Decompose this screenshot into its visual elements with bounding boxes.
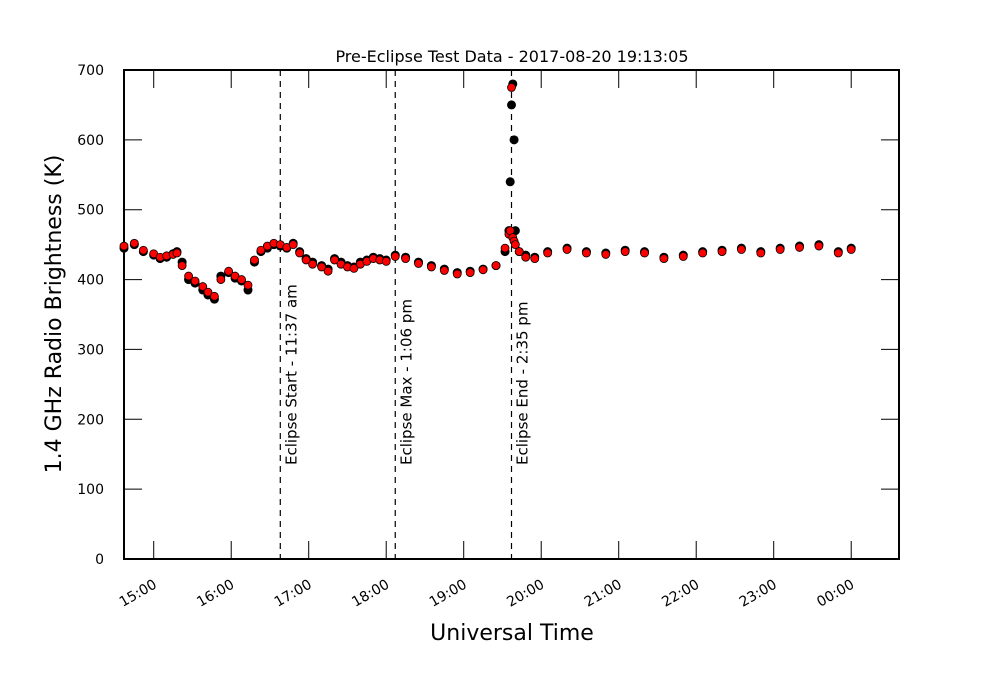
data-point-red bbox=[620, 247, 630, 257]
eclipse-label: Eclipse Start - 11:37 am bbox=[282, 284, 300, 465]
data-point-red bbox=[846, 245, 856, 254]
x-tick-label: 21:00 bbox=[582, 577, 625, 611]
x-tick-label: 19:00 bbox=[427, 577, 470, 611]
data-point-red bbox=[500, 243, 510, 253]
data-point-red bbox=[256, 245, 266, 255]
x-tick-label: 15:00 bbox=[117, 577, 160, 611]
data-point-red bbox=[172, 248, 182, 258]
data-point-red bbox=[465, 268, 475, 277]
y-tick-label: 400 bbox=[77, 273, 104, 289]
data-point-red bbox=[514, 247, 524, 257]
data-point-red bbox=[198, 282, 208, 291]
y-axis: 0 100 200 300 400 500 600 700 bbox=[77, 63, 899, 568]
y-tick-label: 600 bbox=[77, 133, 104, 149]
x-tick-label: 23:00 bbox=[737, 577, 780, 611]
y-tick-label: 500 bbox=[77, 203, 104, 219]
data-point-red bbox=[301, 255, 311, 265]
data-point-red bbox=[203, 287, 213, 297]
data-point-red bbox=[129, 238, 139, 248]
data-point-red bbox=[330, 255, 339, 265]
eclipse-label: Eclipse Max - 1:06 pm bbox=[397, 299, 415, 465]
data-point-red bbox=[190, 276, 200, 286]
data-points bbox=[119, 79, 856, 304]
data-point-red bbox=[295, 248, 305, 258]
data-point-red bbox=[833, 248, 843, 258]
data-point-red bbox=[775, 245, 785, 254]
data-point-red bbox=[184, 271, 193, 281]
data-point-red bbox=[323, 266, 333, 276]
chart-title: Pre-Eclipse Test Data - 2017-08-20 19:13… bbox=[335, 47, 688, 66]
data-point-red bbox=[678, 252, 688, 261]
data-point-red bbox=[452, 269, 462, 279]
y-axis-label: 1.4 GHz Radio Brightness (K) bbox=[42, 155, 67, 474]
y-tick-label: 100 bbox=[77, 482, 104, 498]
y-tick-label: 700 bbox=[77, 63, 104, 79]
data-point-red bbox=[737, 245, 746, 254]
x-axis: 15:00 16:00 17:00 18:00 19:00 20:00 21:00 22:00… bbox=[117, 70, 857, 611]
x-tick-label: 16:00 bbox=[194, 577, 237, 611]
data-point-red bbox=[401, 254, 410, 264]
x-tick-label: 00:00 bbox=[814, 577, 857, 611]
data-point-red bbox=[640, 248, 649, 258]
data-point-red bbox=[317, 262, 327, 272]
data-point-red bbox=[308, 259, 317, 269]
data-point-red bbox=[439, 266, 449, 275]
x-tick-label: 22:00 bbox=[659, 577, 702, 611]
data-point-red bbox=[601, 250, 611, 259]
data-point-red bbox=[177, 261, 187, 271]
data-point-red bbox=[507, 83, 516, 92]
data-point-red bbox=[216, 275, 226, 284]
data-point-red bbox=[237, 275, 246, 284]
data-point-red bbox=[510, 240, 520, 250]
data-point-red bbox=[243, 280, 253, 290]
data-point-red bbox=[698, 248, 708, 258]
y-tick-label: 300 bbox=[77, 342, 104, 358]
data-point-red bbox=[530, 254, 540, 264]
data-point-red bbox=[288, 240, 298, 250]
data-point-red bbox=[427, 262, 436, 272]
data-point-red bbox=[390, 252, 400, 261]
data-point-red bbox=[138, 245, 148, 255]
data-point-red bbox=[478, 265, 488, 275]
data-point-red bbox=[381, 257, 391, 266]
data-point-red bbox=[659, 254, 669, 264]
data-point-red bbox=[717, 247, 727, 257]
data-point-red bbox=[210, 291, 219, 301]
x-tick-label: 20:00 bbox=[504, 577, 547, 611]
data-point-red bbox=[521, 252, 531, 262]
data-point-red bbox=[795, 243, 804, 252]
data-point-black bbox=[509, 135, 519, 145]
data-point-red bbox=[349, 263, 359, 273]
data-point-red bbox=[119, 241, 129, 251]
data-point-black bbox=[505, 177, 515, 187]
y-tick-label: 0 bbox=[95, 552, 104, 568]
x-tick-label: 18:00 bbox=[349, 577, 392, 611]
data-point-red bbox=[543, 248, 553, 258]
data-point-red bbox=[756, 248, 766, 258]
data-point-red bbox=[250, 255, 259, 265]
data-point-red bbox=[414, 259, 423, 268]
data-point-red bbox=[562, 245, 572, 254]
data-point-red bbox=[582, 248, 591, 258]
x-axis-label: Universal Time bbox=[430, 621, 594, 646]
data-point-red bbox=[814, 241, 824, 251]
data-point-red bbox=[491, 261, 501, 271]
data-point-red bbox=[224, 266, 234, 276]
eclipse-annotations: Eclipse Start - 11:37 am Eclipse Max - 1:… bbox=[279, 70, 532, 559]
eclipse-label: Eclipse End - 2:35 pm bbox=[514, 302, 532, 465]
data-point-black bbox=[507, 100, 516, 110]
x-tick-label: 17:00 bbox=[272, 577, 315, 611]
y-tick-label: 200 bbox=[77, 412, 104, 428]
